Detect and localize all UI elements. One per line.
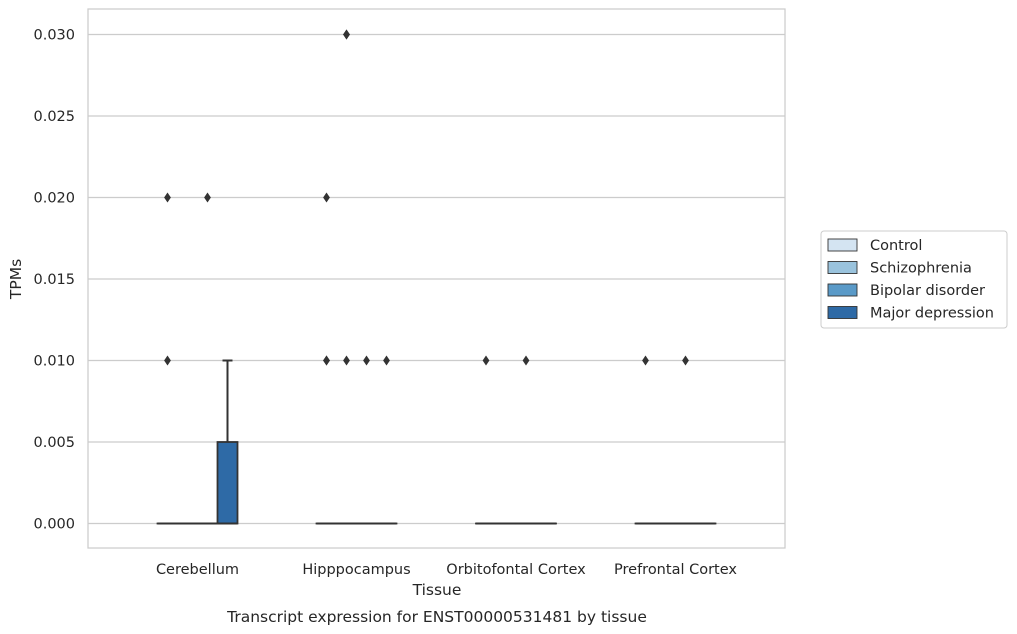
box-group [634, 355, 657, 525]
legend-label: Major depression [870, 306, 994, 322]
y-tick-label: 0.025 [33, 109, 75, 125]
y-tick-label: 0.010 [33, 354, 75, 370]
outlier-point [522, 355, 530, 366]
y-axis-label: TPMs [7, 259, 25, 300]
legend-frame [820, 230, 1008, 329]
outlier-point [204, 192, 211, 203]
outlier-point [323, 192, 330, 203]
outlier-point [164, 355, 171, 366]
y-tick-label: 0.020 [33, 191, 75, 207]
outlier-point [343, 355, 350, 366]
outlier-point [383, 355, 390, 366]
y-tick-label: 0.030 [33, 28, 75, 44]
outlier-point [343, 29, 350, 40]
legend-label: Schizophrenia [870, 261, 972, 277]
outlier-point [164, 192, 171, 203]
x-tick-label: Cerebellum [156, 562, 239, 578]
y-tick-label: 0.005 [33, 435, 75, 451]
box-body [216, 441, 239, 525]
x-tick-label: Orbitofontal Cortex [446, 562, 586, 578]
x-axis-label: Tissue [412, 581, 462, 599]
box-series-group [156, 29, 717, 525]
outlier-point [363, 355, 370, 366]
y-tick-label: 0.015 [33, 272, 75, 288]
x-axis-ticks: Cerebellum Hipppocampus Orbitofontal Corte… [156, 562, 737, 578]
outlier-point [323, 355, 330, 366]
box-group [375, 355, 398, 525]
legend-swatch [827, 283, 858, 297]
plot-frame [87, 8, 786, 549]
y-tick-label: 0.000 [33, 517, 75, 533]
box-group [216, 359, 239, 525]
outlier-point [642, 355, 649, 366]
outlier-point [482, 355, 490, 366]
x-tick-label: Prefrontal Cortex [614, 562, 737, 578]
outlier-point [682, 355, 689, 366]
x-tick-label: Hipppocampus [302, 562, 410, 578]
legend-label: Control [870, 238, 922, 254]
legend-swatch [827, 238, 858, 252]
legend-label: Bipolar disorder [870, 283, 985, 299]
chart-caption: Transcript expression for ENST0000053148… [226, 608, 647, 626]
box-group [156, 192, 179, 525]
legend-swatch [827, 261, 858, 274]
legend-swatch [827, 306, 858, 319]
y-axis-ticks: 0.000 0.005 0.010 0.015 0.020 0.025 0.030 [33, 28, 75, 533]
legend: Control Schizophrenia Bipolar disorder Majo… [820, 230, 1008, 329]
